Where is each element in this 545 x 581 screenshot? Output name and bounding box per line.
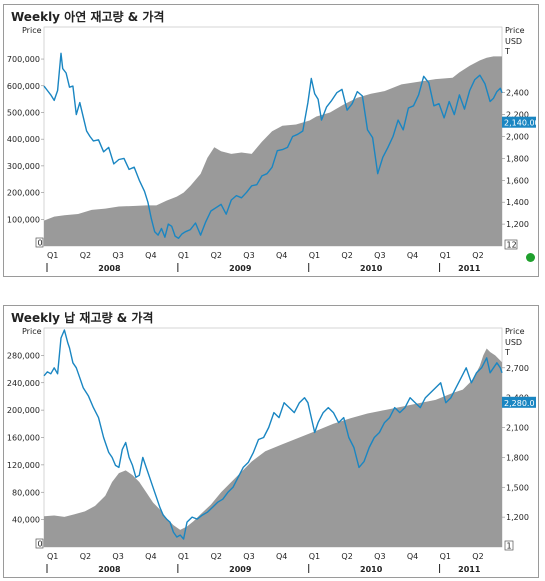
quarter-label: Q2 [472, 251, 483, 260]
quarter-label: Q4 [407, 552, 418, 561]
quarter-label: Q1 [309, 251, 320, 260]
left-corner-badge: 0 [38, 239, 43, 248]
quarter-label: Q3 [112, 552, 123, 561]
right-tick-label: 1,200 [506, 513, 529, 522]
left-tick-label: 400,000 [7, 135, 40, 144]
right-tick-label: 2,100 [506, 424, 529, 433]
left-corner-badge: 0 [38, 540, 43, 549]
current-price-badge [502, 396, 536, 408]
quarter-label: Q4 [145, 251, 156, 260]
year-label: 2009 [229, 264, 252, 273]
price-line [43, 329, 503, 540]
left-tick-label: 200,000 [7, 406, 40, 415]
left-tick-label: 160,000 [7, 434, 40, 443]
right-axis-unit: USD [505, 37, 522, 46]
lead-chart-title: Weekly 납 재고량 & 가격 [11, 311, 154, 325]
quarter-label: Q3 [243, 251, 254, 260]
right-tick-label: 1,800 [506, 154, 529, 163]
quarter-label: Q2 [472, 552, 483, 561]
quarter-label: Q2 [80, 251, 91, 260]
quarter-label: Q3 [243, 552, 254, 561]
right-axis-unit: T [504, 47, 510, 56]
left-tick-label: 40,000 [12, 516, 40, 525]
quarter-label: Q2 [341, 251, 352, 260]
quarter-label: Q2 [80, 552, 91, 561]
zinc-chart-panel: Weekly 아연 재고량 & 가격 Price 100,000 200,000 30… [3, 4, 539, 277]
right-tick-label: 1,800 [506, 453, 529, 462]
quarter-label: Q4 [276, 251, 287, 260]
zinc-chart-title: Weekly 아연 재고량 & 가격 [11, 10, 165, 24]
year-label: 2010 [360, 565, 383, 574]
left-tick-label: 280,000 [7, 351, 40, 360]
zinc-chart: Price 100,000 200,000 300,000 400,000 500,000… [7, 26, 538, 273]
year-label: 2008 [98, 565, 121, 574]
quarter-label: Q2 [211, 251, 222, 260]
quarter-label: Q4 [407, 251, 418, 260]
quarter-label: Q1 [47, 251, 58, 260]
current-price-label: 2,280.0 [504, 399, 535, 408]
left-corner-badge-box [35, 237, 44, 248]
year-label: 2011 [458, 264, 481, 273]
quarter-label: Q4 [276, 552, 287, 561]
right-corner-badge-box [504, 540, 514, 551]
left-tick-label: 120,000 [7, 461, 40, 470]
right-tick-label: 1,400 [506, 198, 529, 207]
right-tick-label: 2,700 [506, 364, 529, 373]
left-axis-label: Price [22, 327, 42, 336]
right-axis-unit: T [504, 348, 510, 357]
quarter-label: Q4 [145, 552, 156, 561]
quarter-label: Q1 [309, 552, 320, 561]
lead-chart-panel: Weekly 납 재고량 & 가격 Price 40,000 80,000 120,0… [3, 305, 539, 578]
quarter-label: Q1 [178, 552, 189, 561]
left-tick-label: 600,000 [7, 82, 40, 91]
left-tick-label: 700,000 [7, 55, 40, 64]
right-tick-label: 2,200 [506, 111, 529, 120]
quarter-label: Q3 [374, 552, 385, 561]
inventory-area [44, 56, 502, 247]
left-tick-label: 300,000 [7, 162, 40, 171]
year-label: 2010 [360, 264, 383, 273]
year-label: 2011 [458, 565, 481, 574]
green-status-dot-icon [526, 253, 535, 262]
left-tick-label: 80,000 [12, 488, 40, 497]
current-price-badge [502, 116, 536, 128]
price-line [43, 52, 503, 239]
current-price-label: 2,140.00 [504, 119, 538, 128]
right-corner-badge: 12 [507, 241, 517, 250]
lead-chart: Price 40,000 80,000 120,000 160,000 200,000 24… [7, 327, 536, 574]
right-tick-label: 1,600 [506, 176, 529, 185]
inventory-area [44, 348, 502, 547]
right-corner-badge: 1 [507, 542, 512, 551]
right-tick-label: 1,500 [506, 483, 529, 492]
left-corner-badge-box [35, 538, 44, 549]
left-tick-label: 200,000 [7, 189, 40, 198]
right-corner-badge-box [504, 239, 518, 250]
right-axis-unit: USD [505, 338, 522, 347]
quarter-label: Q2 [341, 552, 352, 561]
quarter-label: Q1 [178, 251, 189, 260]
quarter-label: Q2 [211, 552, 222, 561]
year-label: 2009 [229, 565, 252, 574]
quarter-label: Q3 [374, 251, 385, 260]
left-tick-label: 500,000 [7, 108, 40, 117]
left-tick-label: 240,000 [7, 379, 40, 388]
quarter-label: Q1 [47, 552, 58, 561]
quarter-label: Q1 [440, 251, 451, 260]
right-tick-label: 2,000 [506, 133, 529, 142]
right-axis-label: Price [505, 26, 525, 35]
quarter-label: Q3 [112, 251, 123, 260]
left-axis-label: Price [22, 26, 42, 35]
left-tick-label: 100,000 [7, 215, 40, 224]
quarter-label: Q1 [440, 552, 451, 561]
right-tick-label: 2,400 [506, 89, 529, 98]
year-label: 2008 [98, 264, 121, 273]
right-tick-label: 1,200 [506, 220, 529, 229]
right-axis-label: Price [505, 327, 525, 336]
